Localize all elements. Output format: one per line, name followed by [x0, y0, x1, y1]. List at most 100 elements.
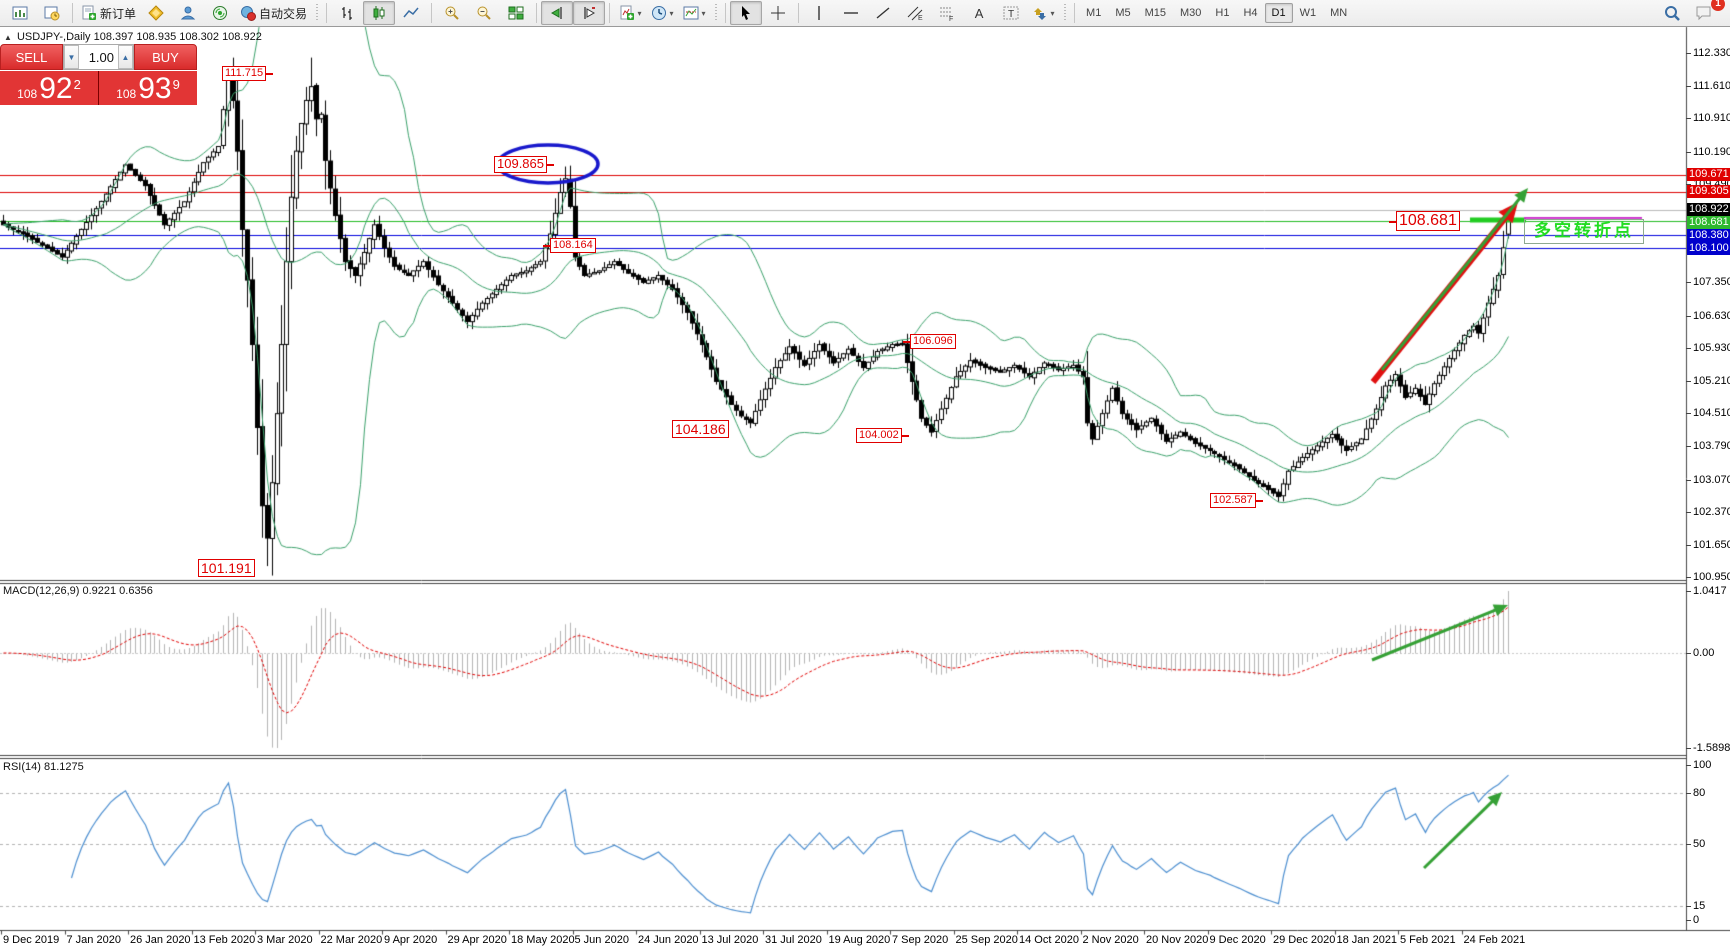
new-chart-icon: [12, 5, 28, 21]
signals-button[interactable]: [204, 1, 236, 25]
tf-h1-button[interactable]: H1: [1215, 7, 1230, 19]
autotrading-icon: [240, 5, 257, 21]
tf-m15-button[interactable]: M15: [1144, 7, 1166, 19]
price-label[interactable]: 104.186: [672, 420, 729, 439]
price-axis-tick: 112.330: [1686, 47, 1730, 59]
date-axis-label: 31 Jul 2020: [765, 934, 822, 946]
volume-decrease-button[interactable]: ▼: [64, 45, 79, 69]
cursor-button[interactable]: [730, 1, 763, 25]
bar-chart-button[interactable]: [331, 1, 363, 25]
tile-windows-button[interactable]: [500, 1, 532, 25]
date-axis-label: 29 Apr 2020: [447, 934, 507, 946]
tf-m5-button[interactable]: M5: [1115, 7, 1131, 19]
tf-m1-button[interactable]: M1: [1086, 7, 1102, 19]
tile-windows-icon: [508, 5, 524, 21]
line-chart-button[interactable]: [395, 1, 427, 25]
price-label[interactable]: 108.681: [1389, 211, 1460, 232]
date-axis-label: 3 Mar 2020: [257, 934, 313, 946]
tf-m30-button[interactable]: M30: [1180, 7, 1202, 19]
periods-icon: [651, 5, 667, 21]
crosshair-button[interactable]: [762, 1, 794, 25]
price-axis-tick: 105.930: [1686, 342, 1730, 354]
tf-d1-button[interactable]: D1: [1264, 3, 1293, 23]
text-label-button[interactable]: T: [995, 1, 1027, 25]
volume-increase-button[interactable]: ▲: [118, 45, 133, 69]
search-button[interactable]: [1656, 1, 1688, 25]
chart-shift-button[interactable]: [573, 1, 606, 25]
trendline-button[interactable]: [867, 1, 899, 25]
fibonacci-button[interactable]: F: [931, 1, 963, 25]
sell-price[interactable]: 108 92 2: [0, 71, 98, 105]
auto-scroll-button[interactable]: [541, 1, 574, 25]
equidistant-channel-icon: E: [907, 5, 923, 21]
tf-h4-button[interactable]: H4: [1243, 7, 1258, 19]
new-chart-button[interactable]: [4, 1, 36, 25]
rsi-axis-tick: 0: [1686, 914, 1729, 926]
date-axis-label: 24 Jun 2020: [638, 934, 699, 946]
price-label[interactable]: 104.002: [856, 428, 909, 443]
profiles-button[interactable]: [36, 1, 68, 25]
macd-axis-tick: 1.0417: [1686, 585, 1729, 597]
price-axis-tick: 111.610: [1686, 80, 1730, 92]
price-label[interactable]: 111.715: [222, 66, 274, 81]
horizontal-line-button[interactable]: [835, 1, 867, 25]
price-axis-tick: 107.350: [1686, 276, 1730, 288]
volume-field: ▼ 1.00 ▲: [63, 44, 134, 70]
volume-value[interactable]: 1.00: [88, 49, 114, 65]
candlestick-button[interactable]: [363, 1, 396, 25]
zoom-in-button[interactable]: [436, 1, 468, 25]
chevron-down-icon: ▾: [701, 8, 706, 18]
svg-text:E: E: [918, 15, 923, 21]
annotation-text[interactable]: 多空转折点: [1524, 219, 1644, 244]
sell-price-base: 108: [17, 87, 38, 101]
buy-price[interactable]: 108 93 9: [99, 71, 197, 105]
notification-badge: 1: [1711, 0, 1725, 11]
date-axis-label: 18 May 2020: [511, 934, 575, 946]
price-axis-badge: 108.100: [1687, 242, 1730, 255]
zoom-out-button[interactable]: [468, 1, 500, 25]
date-axis-label: 25 Sep 2020: [955, 934, 1018, 946]
search-icon: [1663, 4, 1681, 22]
date-axis-label: 5 Feb 2021: [1400, 934, 1456, 946]
buy-button[interactable]: BUY: [134, 44, 197, 70]
equidistant-channel-button[interactable]: E: [899, 1, 931, 25]
fibonacci-icon: F: [939, 5, 955, 21]
price-label[interactable]: 102.587: [1210, 493, 1263, 508]
date-axis-label: 26 Jan 2020: [130, 934, 191, 946]
price-label[interactable]: 108.164: [543, 238, 596, 253]
date-axis-label: 14 Oct 2020: [1019, 934, 1079, 946]
price-label[interactable]: 101.191: [198, 559, 255, 578]
chat-button[interactable]: 1: [1688, 0, 1725, 25]
tf-mn-button[interactable]: MN: [1330, 7, 1348, 19]
price-axis-tick: 105.210: [1686, 375, 1730, 387]
sell-button[interactable]: SELL: [0, 44, 63, 70]
chat-icon: [1695, 4, 1713, 22]
text-button[interactable]: A: [963, 1, 995, 25]
autotrading-button[interactable]: 自动交易: [236, 1, 311, 25]
text-label-icon: T: [1003, 5, 1019, 21]
templates-icon: [683, 5, 699, 21]
buy-price-big: 93: [138, 72, 172, 105]
market-button[interactable]: [172, 1, 204, 25]
metaeditor-button[interactable]: [140, 1, 172, 25]
rsi-pane-title: RSI(14) 81.1275: [3, 761, 84, 773]
periods-button[interactable]: ▾: [646, 1, 678, 25]
symbol-ohlc: 108.397 108.935 108.302 108.922: [93, 31, 262, 43]
price-label[interactable]: 106.096: [903, 334, 956, 349]
price-label[interactable]: 109.865: [494, 156, 554, 173]
price-axis-badge: 108.380: [1687, 229, 1730, 242]
rsi-value: 81.1275: [43, 761, 84, 773]
tf-w1-button[interactable]: W1: [1299, 7, 1317, 19]
new-order-button[interactable]: 新订单: [77, 1, 140, 25]
indicators-button[interactable]: ▾: [614, 1, 646, 25]
templates-button[interactable]: ▾: [678, 1, 710, 25]
date-axis-label: 9 Dec 2020: [1209, 934, 1266, 946]
vertical-line-button[interactable]: [803, 1, 835, 25]
price-axis-badge: 109.671: [1687, 168, 1730, 181]
arrows-button[interactable]: ▾: [1027, 1, 1059, 25]
indicators-icon: [619, 5, 635, 21]
price-axis-badge: 108.922: [1687, 203, 1730, 216]
vertical-line-icon: [812, 5, 826, 21]
metaeditor-icon: [148, 5, 164, 21]
